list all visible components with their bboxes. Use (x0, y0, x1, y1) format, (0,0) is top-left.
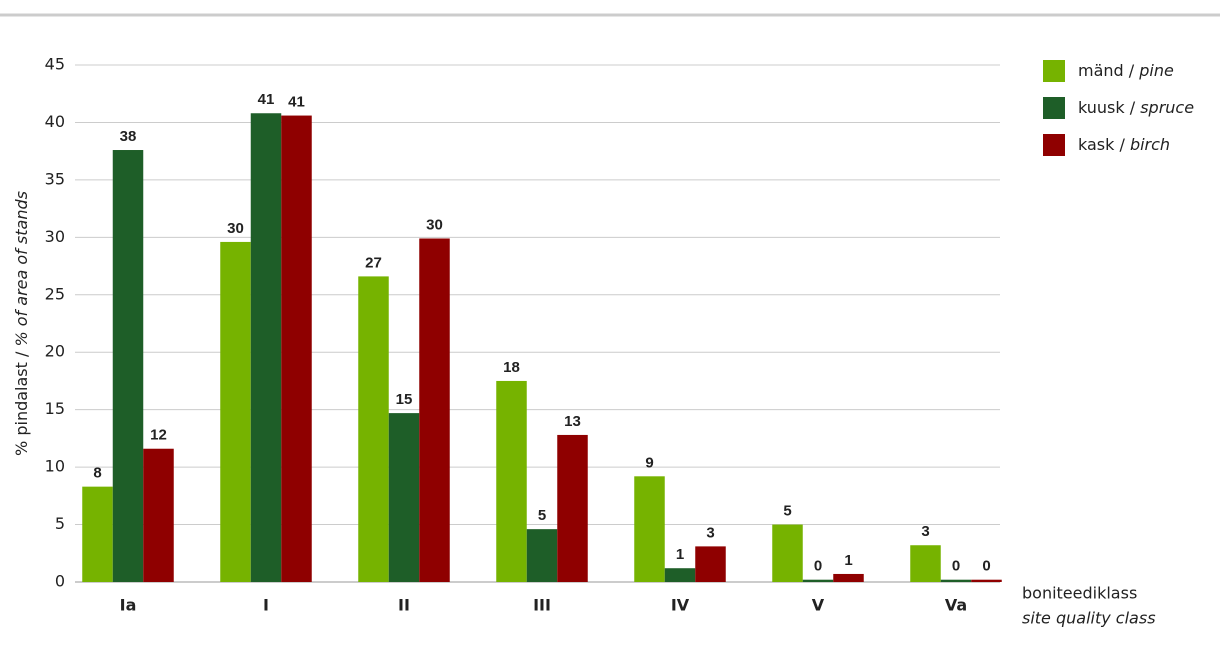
y-tick-label: 40 (45, 112, 65, 131)
y-tick-label: 15 (45, 399, 65, 418)
bar (940, 579, 972, 582)
value-label: 30 (227, 220, 244, 237)
bar (419, 238, 450, 582)
value-label: 13 (564, 413, 581, 430)
bar (772, 524, 803, 582)
bar (250, 113, 282, 583)
value-label: 15 (396, 391, 413, 408)
value-label: 12 (150, 427, 167, 444)
x-tick-label: I (263, 596, 269, 615)
legend-label: kask / birch (1078, 135, 1170, 154)
y-tick-label: 35 (45, 169, 65, 188)
x-tick-label: IV (671, 596, 690, 615)
value-label: 38 (120, 128, 137, 145)
legend-label: kuusk / spruce (1078, 98, 1194, 117)
bar (281, 115, 312, 582)
y-tick-label: 25 (45, 284, 65, 303)
y-tick-label: 45 (45, 55, 65, 74)
value-label: 0 (814, 558, 822, 575)
value-label: 8 (93, 465, 101, 482)
x-tick-label: II (398, 596, 410, 615)
value-label: 30 (426, 216, 443, 233)
legend-swatch (1043, 97, 1065, 119)
value-label: 5 (538, 507, 546, 524)
value-label: 41 (258, 91, 275, 108)
bar (833, 573, 864, 582)
value-label: 18 (503, 359, 520, 376)
x-axis-label-2: site quality class (1022, 609, 1156, 628)
y-tick-label: 10 (45, 457, 65, 476)
value-label: 0 (952, 558, 960, 575)
legend-swatch (1043, 60, 1065, 82)
bar (143, 448, 174, 582)
bar (664, 568, 696, 582)
bar (526, 529, 558, 582)
value-label: 0 (982, 558, 990, 575)
value-label: 1 (844, 552, 852, 569)
y-tick-label: 20 (45, 342, 65, 361)
bar (496, 380, 527, 582)
bar (802, 579, 834, 582)
value-label: 5 (783, 503, 791, 520)
y-tick-label: 5 (55, 514, 65, 533)
value-label: 27 (365, 254, 382, 271)
bar (557, 434, 588, 582)
y-axis-label: % pindalast / % of area of stands (12, 191, 31, 456)
value-label: 9 (645, 454, 653, 471)
bar (634, 476, 665, 582)
bar (112, 150, 144, 583)
legend-label: mänd / pine (1078, 61, 1174, 80)
bar (695, 546, 726, 582)
x-tick-label: III (533, 596, 551, 615)
y-tick-label: 30 (45, 227, 65, 246)
bar (82, 486, 113, 582)
x-tick-label: Va (945, 596, 967, 615)
y-tick-label: 0 (55, 572, 65, 591)
legend-swatch (1043, 134, 1065, 156)
bar (971, 579, 1002, 582)
value-label: 3 (706, 524, 714, 541)
bar (388, 413, 420, 582)
bar (910, 545, 941, 582)
value-label: 3 (921, 523, 929, 540)
bar (220, 241, 251, 582)
value-label: 41 (288, 94, 305, 111)
bar (358, 276, 389, 582)
x-tick-label: Ia (120, 596, 137, 615)
value-label: 1 (676, 546, 684, 563)
x-axis-label: boniteediklass (1022, 584, 1137, 603)
x-tick-label: V (812, 596, 825, 615)
